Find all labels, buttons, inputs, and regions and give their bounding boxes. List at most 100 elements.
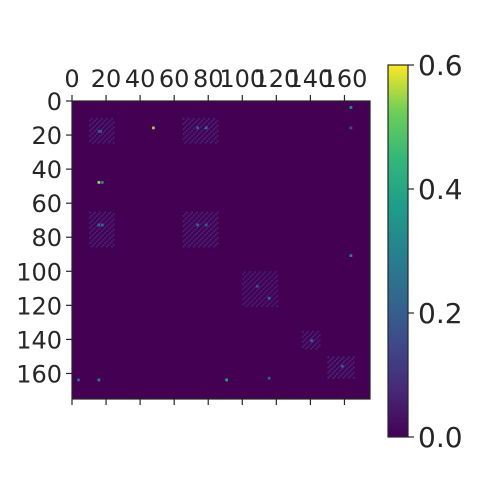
heatmap-block-cell — [102, 136, 105, 139]
heatmap-block-cell — [259, 276, 262, 279]
heatmap-block-cell — [337, 361, 340, 364]
heatmap-block-cell — [95, 123, 98, 125]
heatmap-block-cell — [315, 347, 318, 350]
heatmap-block-cell — [199, 121, 202, 124]
heatmap-block-cell — [203, 245, 205, 248]
heatmap-block-cell — [95, 240, 98, 243]
heatmap-block-cell — [192, 123, 195, 125]
heatmap-block-cell — [276, 284, 279, 287]
heatmap-block-cell — [305, 342, 307, 345]
heatmap-block-cell — [305, 332, 307, 335]
heatmap-block-cell — [216, 124, 219, 127]
heatmap-block-cell — [215, 244, 217, 246]
heatmap-block-cell — [100, 118, 103, 120]
heatmap-block-cell — [262, 288, 265, 291]
heatmap-block-cell — [111, 128, 113, 130]
heatmap-block-cell — [318, 344, 321, 347]
heatmap-block-cell — [109, 140, 112, 142]
heatmap-block-cell — [339, 375, 342, 377]
heatmap-block-cell — [97, 218, 100, 221]
heatmap-block-cell — [254, 286, 256, 289]
y-tick-label: 0 — [47, 88, 62, 116]
heatmap-block-cell — [189, 121, 192, 124]
heatmap-cell — [97, 129, 101, 133]
heatmap-block-cell — [203, 133, 205, 136]
heatmap-block-cell — [306, 341, 309, 343]
heatmap-block-cell — [211, 124, 214, 127]
heatmap-block-cell — [89, 216, 91, 219]
heatmap-block-cell — [209, 213, 212, 216]
heatmap-block-cell — [329, 364, 331, 367]
heatmap-block-cell — [201, 232, 204, 234]
heatmap-block-cell — [266, 290, 268, 292]
heatmap-block-cell — [264, 291, 267, 294]
heatmap-block-cell — [342, 376, 345, 379]
heatmap-block-cell — [198, 245, 200, 248]
heatmap-block-cell — [94, 237, 96, 239]
heatmap-block-cell — [274, 271, 277, 273]
heatmap-block-cell — [216, 140, 219, 142]
heatmap-block-cell — [303, 339, 306, 342]
heatmap-block-cell — [191, 211, 193, 214]
heatmap-block-cell — [97, 136, 100, 139]
heatmap-block-cell — [208, 128, 210, 130]
heatmap-block-cell — [92, 218, 95, 221]
heatmap-block-cell — [215, 238, 217, 241]
heatmap-block-cell — [199, 244, 202, 246]
heatmap-block-cell — [332, 376, 335, 379]
heatmap-block-cell — [254, 271, 256, 273]
heatmap-block-cell — [330, 358, 333, 360]
heatmap-block-cell — [341, 368, 343, 371]
heatmap-block-cell — [97, 238, 100, 241]
heatmap-block-cell — [349, 375, 352, 377]
heatmap-block-cell — [97, 121, 100, 124]
heatmap-block-cell — [184, 238, 187, 241]
heatmap-block-cell — [301, 335, 304, 338]
heatmap-block-cell — [327, 376, 330, 379]
heatmap-block-cell — [90, 128, 93, 130]
heatmap-block-cell — [187, 220, 190, 222]
heatmap-block-cell — [182, 225, 185, 228]
heatmap-block-cell — [305, 337, 307, 340]
heatmap-block-cell — [245, 305, 248, 308]
heatmap-block-cell — [109, 237, 112, 239]
heatmap-block-cell — [92, 126, 95, 129]
heatmap-block-cell — [327, 356, 330, 359]
heatmap-block-cell — [100, 230, 103, 233]
heatmap-cell — [100, 223, 104, 227]
heatmap-block-cell — [347, 356, 350, 359]
heatmap-block-cell — [332, 356, 335, 359]
heatmap-block-cell — [211, 232, 214, 234]
heatmap-block-cell — [199, 213, 202, 216]
heatmap-block-cell — [306, 335, 309, 338]
heatmap-block-cell — [257, 303, 260, 306]
heatmap-block-cell — [112, 223, 115, 226]
heatmap-block-cell — [259, 296, 262, 299]
heatmap-block-cell — [192, 240, 195, 243]
y-tick-label: 100 — [16, 258, 62, 286]
heatmap-block-cell — [204, 228, 207, 231]
heatmap-block-cell — [184, 213, 187, 216]
heatmap-block-cell — [109, 242, 112, 245]
heatmap-block-cell — [215, 218, 217, 221]
heatmap-block-cell — [315, 337, 318, 340]
heatmap-block-cell — [112, 244, 115, 246]
colorbar-ticks: 0.0 0.2 0.4 0.6 — [408, 49, 463, 454]
heatmap-block-cell — [194, 244, 197, 246]
heatmap-block-cell — [106, 138, 108, 141]
heatmap-block-cell — [112, 136, 115, 139]
heatmap-block-cell — [267, 283, 270, 285]
heatmap-block-cell — [100, 138, 103, 141]
heatmap-block-cell — [99, 237, 101, 239]
heatmap-block-cell — [245, 279, 248, 282]
heatmap-block-cell — [206, 227, 209, 229]
heatmap-block-cell — [99, 135, 101, 137]
heatmap-block-cell — [99, 221, 101, 224]
heatmap-block-cell — [216, 129, 219, 132]
heatmap-block-cell — [189, 131, 192, 134]
heatmap-block-cell — [208, 133, 210, 136]
heatmap-block-cell — [247, 293, 250, 296]
heatmap-block-cell — [90, 123, 93, 125]
heatmap-block-cell — [92, 244, 95, 246]
heatmap-block-cell — [106, 215, 108, 217]
